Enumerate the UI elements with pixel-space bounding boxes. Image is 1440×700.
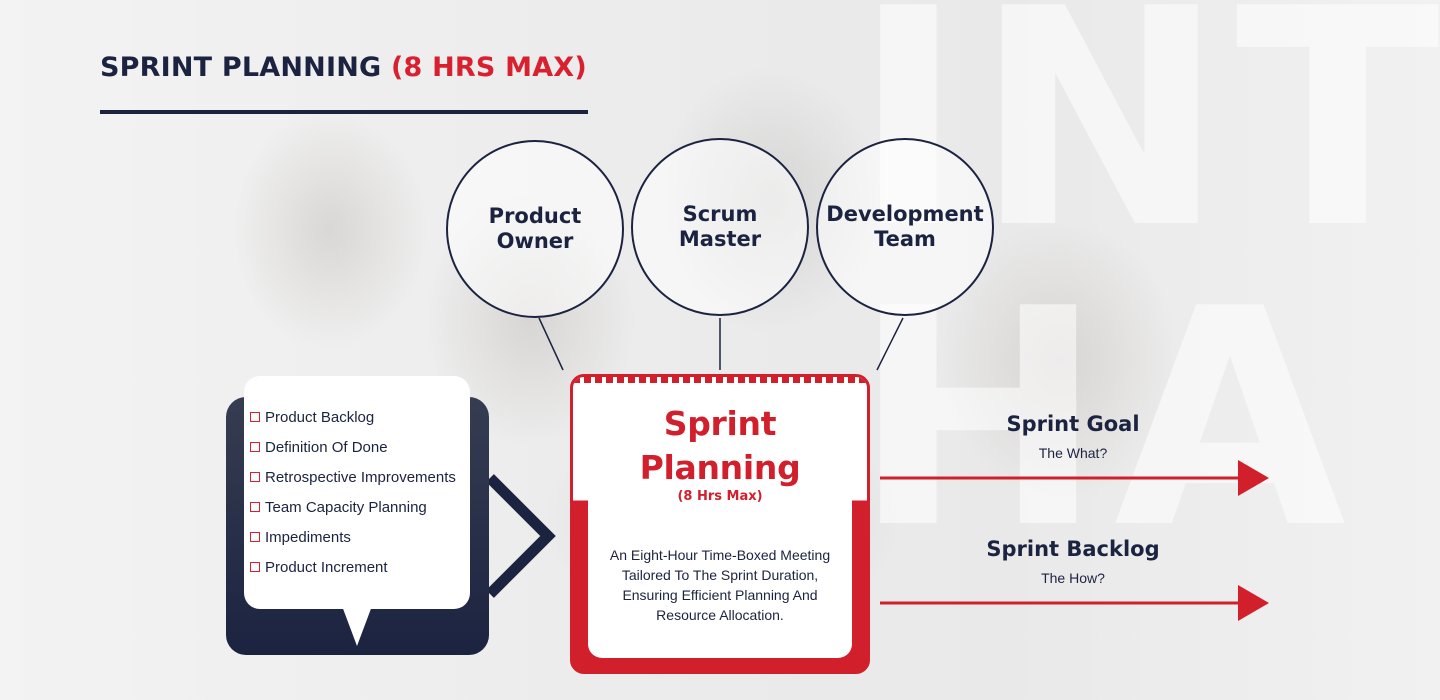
inputs-speech-card (244, 376, 470, 609)
background-wall-letters: INT HA (852, 0, 1440, 594)
output-arrow-sprint-goal-head (1238, 460, 1269, 496)
checkbox-icon (250, 442, 260, 452)
role-circle-product-owner: Product Owner (446, 140, 624, 318)
input-item: Team Capacity Planning (250, 492, 456, 522)
role-label-development-team: Development Team (826, 202, 984, 251)
role-circle-scrum-master: Scrum Master (631, 138, 809, 316)
checkbox-icon (250, 502, 260, 512)
title-accent: (8 HRS MAX) (390, 52, 587, 83)
role-label-product-owner: Product Owner (488, 204, 582, 253)
connector-product-owner (538, 317, 564, 371)
input-item: Retrospective Improvements (250, 462, 456, 492)
input-item-label: Retrospective Improvements (265, 468, 456, 486)
output-subtitle-sprint-goal: The What? (1038, 445, 1108, 461)
sprint-planning-subtitle: (8 Hrs Max) (677, 489, 763, 504)
input-item-label: Product Backlog (265, 408, 375, 426)
page-title: SPRINT PLANNING (8 HRS MAX) (100, 52, 587, 83)
checkbox-icon (250, 562, 260, 572)
sprint-planning-title: Sprint Planning (639, 404, 801, 487)
checkbox-icon (250, 472, 260, 482)
input-item: Impediments (250, 522, 456, 552)
input-item-label: Impediments (265, 528, 351, 546)
input-item: Definition Of Done (250, 432, 456, 462)
input-item: Product Increment (250, 552, 456, 582)
checkbox-icon (250, 532, 260, 542)
input-arrow-chevron (486, 474, 556, 598)
connector-development-team (876, 317, 904, 371)
title-underline (100, 110, 588, 114)
input-item-label: Product Increment (265, 558, 388, 576)
title-main: SPRINT PLANNING (100, 52, 382, 83)
input-item: Product Backlog (250, 402, 456, 432)
sprint-planning-card (588, 393, 852, 658)
role-label-scrum-master: Scrum Master (678, 202, 762, 251)
output-title-sprint-backlog: Sprint Backlog (986, 537, 1160, 561)
inputs-list: Product Backlog Definition Of Done Retro… (250, 402, 456, 582)
output-arrow-sprint-backlog-head (1238, 585, 1269, 621)
output-subtitle-sprint-backlog: The How? (1041, 570, 1105, 586)
inputs-speech-tail (342, 606, 372, 646)
checkbox-icon (250, 412, 260, 422)
input-item-label: Definition Of Done (265, 438, 388, 456)
output-title-sprint-goal: Sprint Goal (1006, 412, 1140, 436)
sprint-planning-description: An Eight-Hour Time-Boxed Meeting Tailore… (609, 547, 831, 623)
input-item-label: Team Capacity Planning (265, 498, 427, 516)
role-circle-development-team: Development Team (816, 138, 994, 316)
